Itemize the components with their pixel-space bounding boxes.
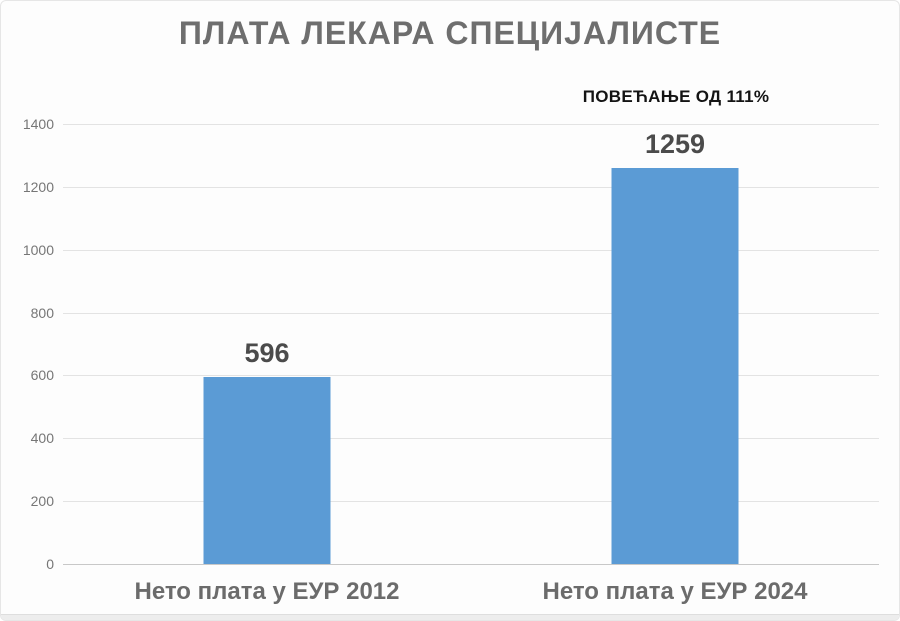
bar-value-label: 596 [244, 337, 290, 368]
bar [611, 168, 739, 564]
y-tick-label: 1200 [22, 178, 54, 195]
y-tick-label: 1000 [22, 241, 54, 258]
gridline [63, 249, 879, 251]
y-tick-label: 0 [46, 556, 54, 572]
y-tick-label: 400 [30, 430, 54, 447]
gridline [63, 375, 879, 377]
x-category-label: Нето плата у ЕУР 2012 [134, 578, 400, 605]
bar-value-label: 1259 [644, 129, 706, 160]
gridline [63, 312, 879, 314]
y-tick-label: 800 [30, 304, 54, 321]
y-tick-label: 600 [30, 367, 54, 384]
gridline [63, 501, 879, 503]
plot-area: 0 200 400 600 800 1000 1200 1400 596 Нето плата у… [23, 116, 879, 605]
y-tick-label: 1400 [22, 116, 54, 132]
gridline [63, 438, 879, 440]
bar [203, 376, 331, 564]
x-category-label: Нето плата у ЕУР 2024 [542, 578, 808, 605]
increase-annotation: ПОВЕЋАЊЕ ОД 111% [582, 87, 770, 106]
chart-title: ПЛАТА ЛЕКАРА СПЕЦИЈАЛИСТЕ [178, 15, 722, 51]
y-tick-label: 200 [30, 493, 54, 510]
gridline [63, 124, 879, 125]
gridline [63, 186, 879, 188]
gridline [63, 564, 879, 565]
